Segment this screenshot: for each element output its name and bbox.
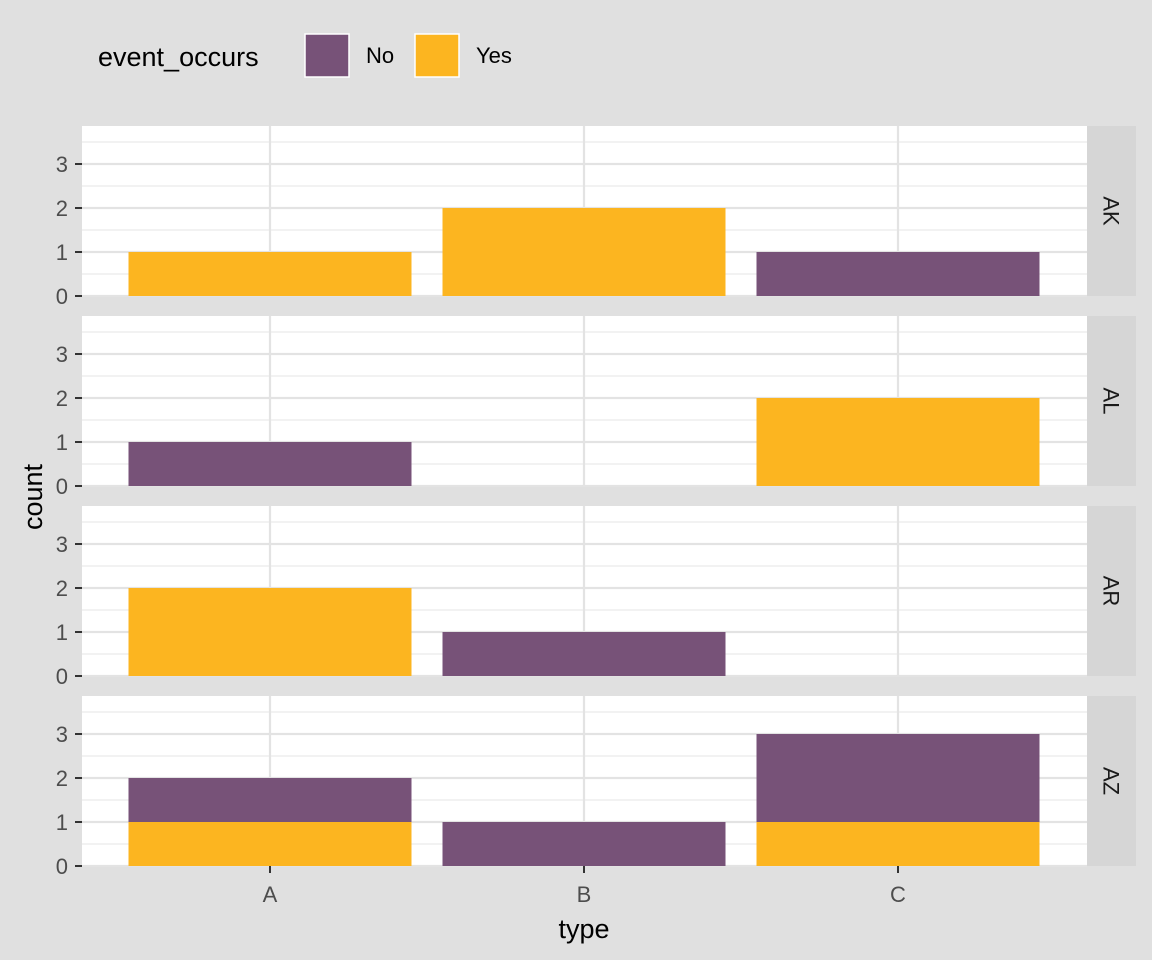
bar-al-a-no [128, 442, 412, 486]
x-tick-label: A [263, 882, 278, 907]
y-tick-label: 1 [56, 240, 68, 265]
bar-ak-c-no [756, 252, 1040, 296]
legend-item-no: No [304, 33, 394, 78]
y-tick-label: 3 [56, 152, 68, 177]
y-axis-title: count [18, 463, 48, 530]
bar-az-a-yes [128, 822, 412, 866]
facet-panels: 0 1 2 3 AK 0 1 2 3 AL 0 1 2 3 AR 0 1 2 3 AZ [56, 126, 1136, 879]
y-tick-label: 2 [56, 196, 68, 221]
legend-swatch-no [304, 33, 350, 78]
legend-title: event_occurs [98, 42, 259, 72]
facet-strip [1087, 506, 1136, 676]
facet-panel-ar: 0 1 2 3 AR [56, 506, 1136, 689]
legend-items: No Yes [304, 33, 512, 78]
y-tick-label: 0 [56, 284, 68, 309]
bar-ak-b-yes [442, 208, 726, 296]
y-tick-label: 2 [56, 766, 68, 791]
facet-panel-az: 0 1 2 3 AZ [56, 696, 1136, 879]
bar-ar-a-yes [128, 588, 412, 676]
facet-strip-label: AK [1099, 196, 1124, 226]
facet-panel-ak: 0 1 2 3 AK [56, 126, 1136, 309]
y-tick-label: 0 [56, 664, 68, 689]
facet-strip-label: AZ [1099, 767, 1124, 795]
bar-az-a-no [128, 778, 412, 822]
bar-ak-a-yes [128, 252, 412, 296]
y-tick-label: 0 [56, 854, 68, 879]
y-tick-label: 1 [56, 810, 68, 835]
x-axis: A B C [263, 866, 906, 907]
legend-label-yes: Yes [476, 43, 512, 68]
legend-swatch-yes [414, 33, 460, 78]
facet-panel-al: 0 1 2 3 AL [56, 316, 1136, 499]
y-tick-label: 0 [56, 474, 68, 499]
bar-az-c-yes [756, 822, 1040, 866]
y-tick-label: 2 [56, 576, 68, 601]
facet-strip-label: AR [1099, 576, 1124, 607]
facet-strip-label: AL [1099, 388, 1124, 415]
bar-az-b-no [442, 822, 726, 866]
y-tick-label: 1 [56, 620, 68, 645]
x-axis-title: type [558, 914, 609, 944]
y-tick-label: 3 [56, 342, 68, 367]
y-tick-label: 2 [56, 386, 68, 411]
legend-label-no: No [366, 43, 394, 68]
x-tick-label: B [577, 882, 592, 907]
facet-strip [1087, 316, 1136, 486]
bar-al-c-yes [756, 398, 1040, 486]
x-tick-label: C [890, 882, 906, 907]
facet-strip [1087, 696, 1136, 866]
bar-ar-b-no [442, 632, 726, 676]
legend: event_occurs No Yes [98, 33, 512, 78]
y-tick-label: 3 [56, 532, 68, 557]
facet-strip [1087, 126, 1136, 296]
y-tick-label: 1 [56, 430, 68, 455]
bar-az-c-no [756, 734, 1040, 822]
legend-item-yes: Yes [414, 33, 512, 78]
y-tick-label: 3 [56, 722, 68, 747]
